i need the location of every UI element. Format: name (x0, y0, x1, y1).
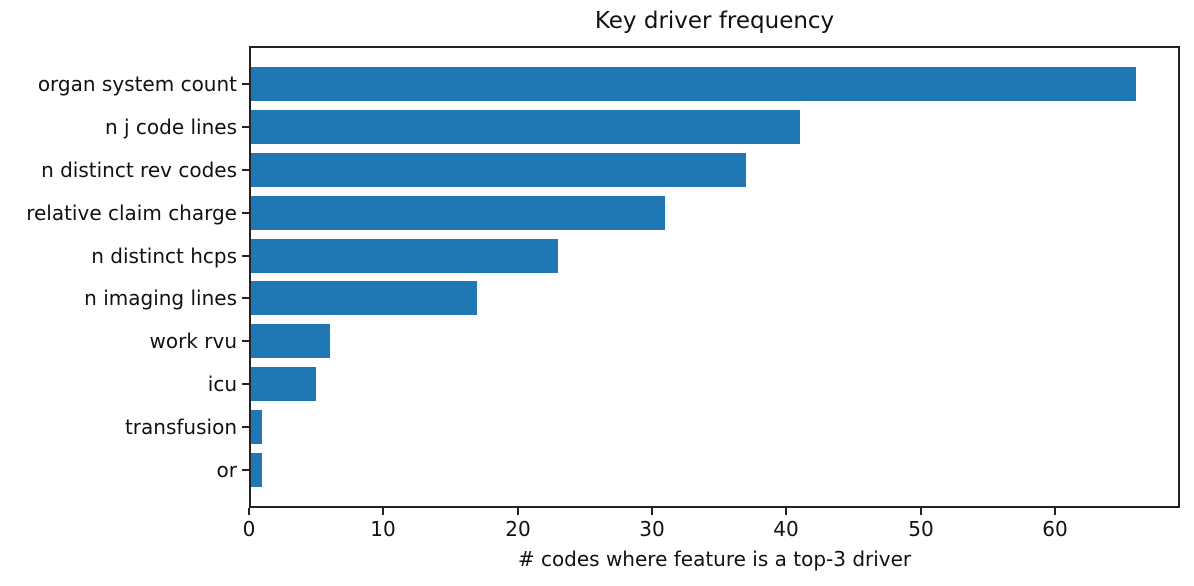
x-tick-mark (248, 508, 250, 515)
x-tick-mark (920, 508, 922, 515)
y-tick-label: n distinct hcps (91, 244, 237, 268)
bar (251, 67, 1136, 101)
y-tick-label: n imaging lines (84, 286, 237, 310)
y-tick-label: work rvu (149, 329, 238, 353)
bar (251, 110, 800, 144)
y-tick-mark (242, 426, 249, 428)
y-tick-mark (242, 169, 249, 171)
x-axis-label: # codes where feature is a top-3 driver (517, 547, 912, 571)
x-tick-mark (382, 508, 384, 515)
x-tick-label: 20 (505, 517, 531, 541)
x-tick-mark (785, 508, 787, 515)
x-tick-mark (517, 508, 519, 515)
y-tick-mark (242, 297, 249, 299)
x-tick-label: 0 (242, 517, 256, 541)
y-tick-label: n distinct rev codes (41, 158, 237, 182)
chart-title: Key driver frequency (594, 8, 835, 34)
y-tick-mark (242, 383, 249, 385)
y-tick-label: relative claim charge (26, 201, 237, 225)
x-tick-label: 40 (773, 517, 799, 541)
y-tick-label: transfusion (124, 415, 237, 439)
x-tick-mark (651, 508, 653, 515)
bar (251, 153, 746, 187)
bar (251, 281, 477, 315)
bar (251, 324, 330, 358)
bar (251, 453, 262, 487)
x-tick-mark (1054, 508, 1056, 515)
x-tick-label: 30 (639, 517, 665, 541)
y-tick-mark (242, 83, 249, 85)
bar (251, 239, 558, 273)
bar (251, 367, 316, 401)
y-tick-label: icu (207, 372, 237, 396)
x-tick-label: 50 (908, 517, 934, 541)
y-tick-label: n j code lines (104, 115, 237, 139)
y-tick-mark (242, 340, 249, 342)
y-tick-label: organ system count (37, 72, 237, 96)
y-tick-mark (242, 255, 249, 257)
x-tick-label: 10 (370, 517, 396, 541)
y-tick-mark (242, 469, 249, 471)
bar (251, 410, 262, 444)
y-tick-mark (242, 126, 249, 128)
bar (251, 196, 665, 230)
x-tick-label: 60 (1042, 517, 1068, 541)
y-tick-label: or (216, 458, 237, 482)
y-tick-mark (242, 212, 249, 214)
